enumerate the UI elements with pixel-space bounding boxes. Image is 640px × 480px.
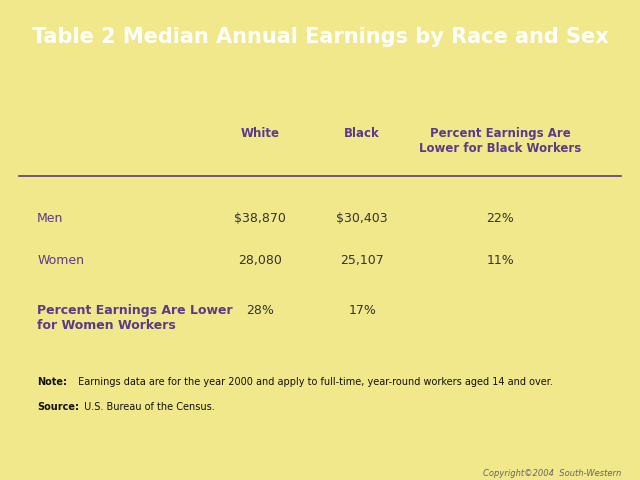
Text: Copyright©2004  South-Western: Copyright©2004 South-Western [483,468,621,478]
Text: Earnings data are for the year 2000 and apply to full-time, year-round workers a: Earnings data are for the year 2000 and … [74,377,552,387]
Text: 11%: 11% [486,254,515,267]
Text: Men: Men [37,212,63,225]
Text: 28%: 28% [246,304,274,317]
Text: Percent Earnings Are Lower
for Women Workers: Percent Earnings Are Lower for Women Wor… [37,304,233,332]
Text: U.S. Bureau of the Census.: U.S. Bureau of the Census. [81,402,214,412]
Text: Percent Earnings Are
Lower for Black Workers: Percent Earnings Are Lower for Black Wor… [419,127,582,155]
Text: Note:: Note: [37,377,67,387]
Text: Table 2 Median Annual Earnings by Race and Sex: Table 2 Median Annual Earnings by Race a… [31,27,609,47]
Text: Source:: Source: [37,402,79,412]
Text: Women: Women [37,254,84,267]
Text: $30,403: $30,403 [336,212,388,225]
Text: $38,870: $38,870 [234,212,286,225]
Text: 25,107: 25,107 [340,254,384,267]
Text: White: White [241,127,279,140]
Text: 28,080: 28,080 [238,254,282,267]
Text: Black: Black [344,127,380,140]
Text: 17%: 17% [348,304,376,317]
Text: 22%: 22% [486,212,515,225]
